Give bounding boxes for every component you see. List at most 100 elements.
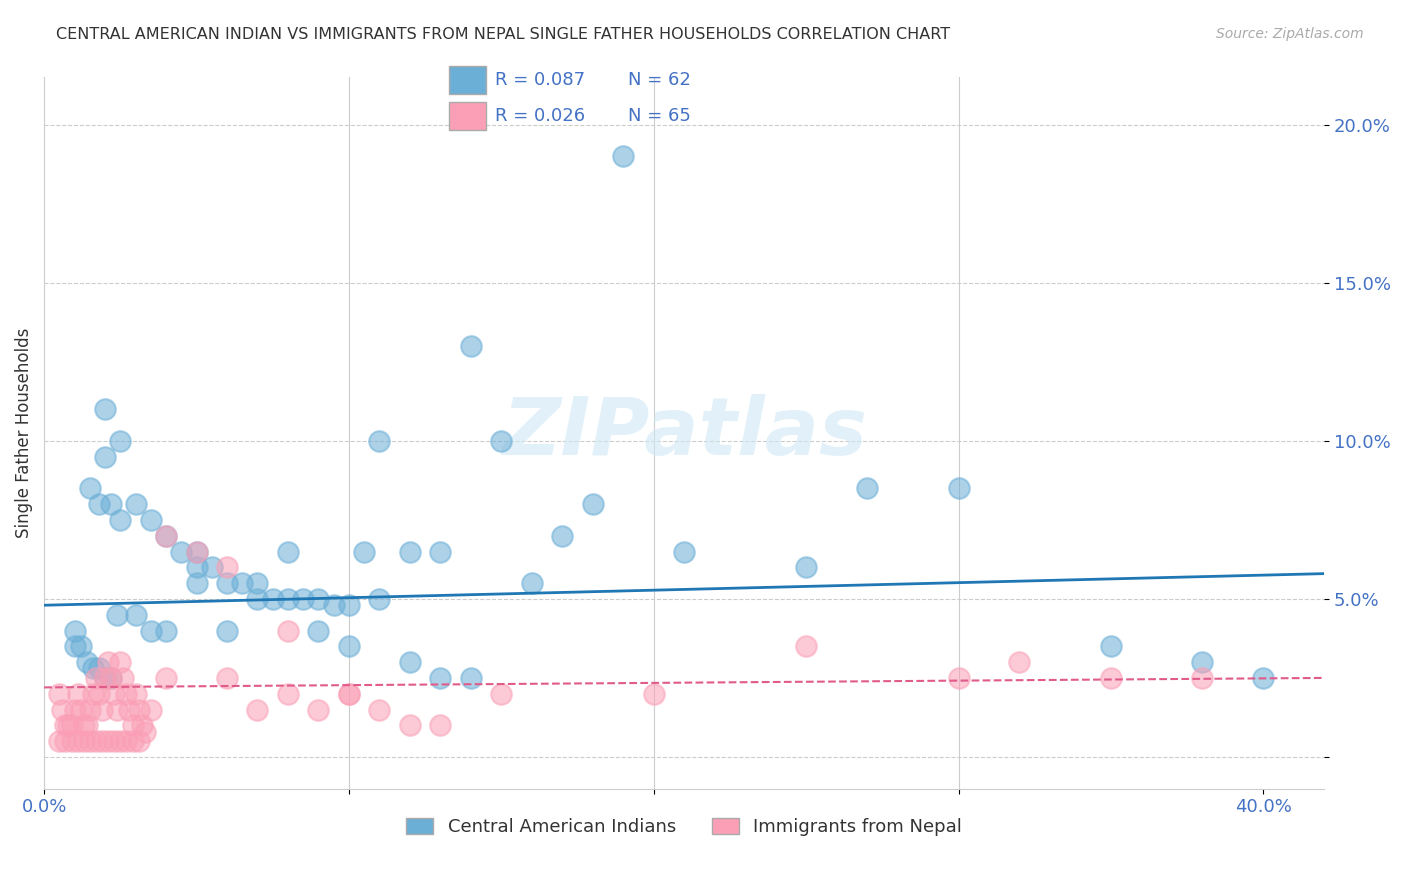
Point <box>582 497 605 511</box>
Point <box>794 560 817 574</box>
Point <box>948 481 970 495</box>
Point <box>155 624 177 638</box>
Point <box>948 671 970 685</box>
Point <box>55 718 77 732</box>
Point <box>63 624 86 638</box>
Point <box>155 529 177 543</box>
Point <box>100 671 122 685</box>
Point <box>69 640 91 654</box>
Point <box>76 718 98 732</box>
Point <box>399 718 422 732</box>
Point <box>87 661 110 675</box>
Point <box>1191 655 1213 669</box>
Point <box>491 687 513 701</box>
Point <box>277 687 299 701</box>
Point <box>124 687 146 701</box>
Point <box>60 718 83 732</box>
Point <box>612 149 634 163</box>
Point <box>124 607 146 622</box>
Point <box>1099 640 1122 654</box>
Point <box>134 724 156 739</box>
Point <box>131 718 153 732</box>
Point <box>337 687 360 701</box>
Point <box>66 734 89 748</box>
Point <box>794 640 817 654</box>
Point <box>429 544 451 558</box>
Point <box>124 497 146 511</box>
Point <box>277 544 299 558</box>
Point <box>94 671 117 685</box>
Point <box>399 655 422 669</box>
Point <box>79 481 101 495</box>
Point <box>87 497 110 511</box>
Point <box>155 529 177 543</box>
Point <box>1099 671 1122 685</box>
Point <box>100 497 122 511</box>
Point <box>94 671 117 685</box>
Point <box>201 560 224 574</box>
Point <box>246 702 269 716</box>
Point <box>155 671 177 685</box>
Point <box>128 702 150 716</box>
Point <box>170 544 193 558</box>
Point <box>48 687 70 701</box>
Point <box>97 655 120 669</box>
Text: N = 62: N = 62 <box>628 71 692 89</box>
FancyBboxPatch shape <box>449 102 486 130</box>
Point <box>48 734 70 748</box>
Point <box>110 734 132 748</box>
Point <box>215 560 238 574</box>
Point <box>460 339 482 353</box>
Point <box>246 591 269 606</box>
Point <box>73 734 96 748</box>
Point <box>186 544 208 558</box>
Point <box>429 718 451 732</box>
Point <box>520 576 543 591</box>
Y-axis label: Single Father Households: Single Father Households <box>15 327 32 538</box>
Point <box>215 576 238 591</box>
Point <box>368 702 391 716</box>
Point <box>139 624 162 638</box>
Point <box>337 640 360 654</box>
Point <box>337 687 360 701</box>
Point <box>128 734 150 748</box>
Point <box>103 734 125 748</box>
Point <box>63 640 86 654</box>
Point <box>460 671 482 685</box>
Legend: Central American Indians, Immigrants from Nepal: Central American Indians, Immigrants fro… <box>399 811 970 844</box>
Point <box>110 434 132 448</box>
Point <box>51 702 73 716</box>
Point <box>82 687 104 701</box>
Point <box>186 560 208 574</box>
FancyBboxPatch shape <box>449 66 486 94</box>
Point <box>91 702 114 716</box>
Point <box>115 687 138 701</box>
Point <box>231 576 253 591</box>
Point <box>79 702 101 716</box>
Point <box>139 702 162 716</box>
Point <box>110 513 132 527</box>
Point <box>55 734 77 748</box>
Point <box>121 718 143 732</box>
Point <box>399 544 422 558</box>
Point <box>94 450 117 464</box>
Text: ZIPatlas: ZIPatlas <box>502 394 866 472</box>
Point <box>353 544 375 558</box>
Point <box>82 661 104 675</box>
Point <box>110 655 132 669</box>
Point <box>121 734 143 748</box>
Point <box>97 734 120 748</box>
Point <box>368 591 391 606</box>
Point <box>79 734 101 748</box>
Point <box>277 624 299 638</box>
Point <box>1191 671 1213 685</box>
Point <box>551 529 574 543</box>
Point <box>277 591 299 606</box>
Point <box>262 591 284 606</box>
Point <box>643 687 665 701</box>
Point <box>246 576 269 591</box>
Point <box>1008 655 1031 669</box>
Point <box>84 671 107 685</box>
Point <box>94 402 117 417</box>
Point <box>186 544 208 558</box>
